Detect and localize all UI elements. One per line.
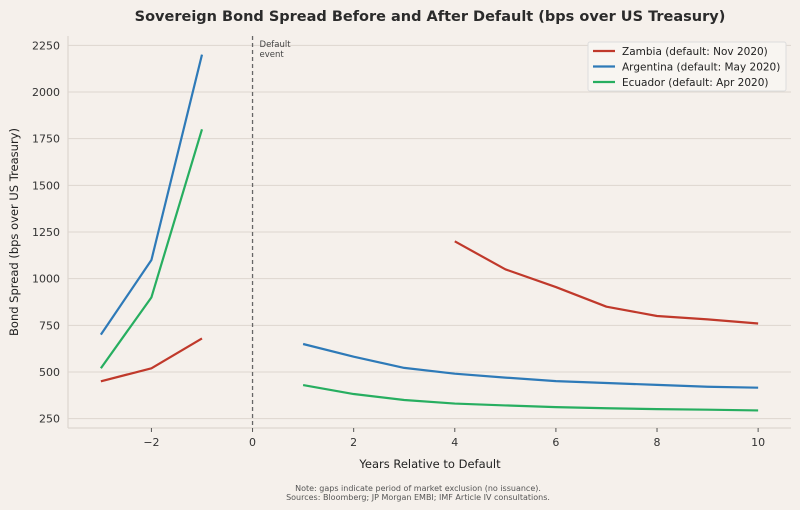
series-line-ecuador [99,129,204,369]
legend-label: Ecuador (default: Apr 2020) [622,77,768,89]
x-tick-label: 6 [552,436,559,449]
legend-box [587,41,787,92]
y-tick-label: 2250 [32,39,60,52]
default-event-annotation: Default [260,40,292,50]
x-tick-label: 2 [350,436,357,449]
y-tick-label: 750 [39,319,60,332]
y-tick-label: 2000 [32,86,60,99]
x-tick-label: −2 [143,436,159,449]
default-event-annotation: event [260,50,285,60]
series-line-argentina [302,342,759,389]
x-tick-label: 4 [451,436,458,449]
series-line-argentina [99,54,204,336]
y-axis-label: Bond Spread (bps over US Treasury) [7,128,21,336]
y-tick-label: 1500 [32,179,60,192]
chart-title: Sovereign Bond Spread Before and After D… [135,9,726,25]
legend: Zambia (default: Nov 2020) Argentina (def… [587,41,787,92]
y-tick-label: 1250 [32,226,60,239]
footnote-line-1: Note: gaps indicate period of market exc… [295,484,541,493]
x-axis-label: Years Relative to Default [358,457,501,471]
series-line-zambia [100,337,203,383]
y-tick-label: 250 [39,413,60,426]
footnote-line-2: Sources: Bloomberg; JP Morgan EMBI; IMF … [286,493,550,502]
y-tick-label: 1000 [32,273,60,286]
series-line-zambia [454,240,759,325]
x-tick-label: 0 [249,436,256,449]
x-tick-label: 8 [654,436,661,449]
legend-label: Zambia (default: Nov 2020) [622,46,768,58]
y-tick-label: 500 [39,366,60,379]
y-tick-label: 1750 [32,133,60,146]
legend-label: Argentina (default: May 2020) [622,62,780,74]
x-tick-label: 10 [751,436,765,449]
series-line-ecuador [302,383,759,412]
